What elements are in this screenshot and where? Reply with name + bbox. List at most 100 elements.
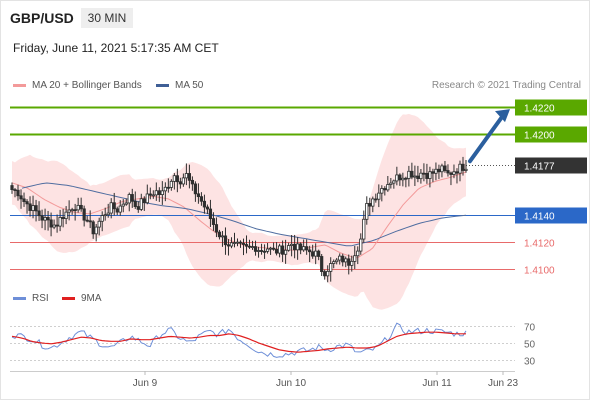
candle-body: [163, 186, 167, 192]
copyright: Research © 2021 Trading Central: [431, 80, 581, 91]
candle-body: [461, 163, 465, 171]
candle-body: [332, 261, 336, 264]
candle-body: [205, 206, 210, 210]
candle-body: [52, 224, 56, 228]
candle: [166, 178, 170, 193]
candle: [106, 203, 110, 218]
candle: [314, 243, 318, 265]
candle: [271, 242, 276, 251]
candle: [326, 265, 330, 283]
candle-body: [353, 255, 357, 262]
candle: [320, 253, 324, 277]
candle: [434, 162, 438, 181]
candle: [43, 208, 47, 231]
candle: [247, 239, 252, 249]
candle-body: [22, 198, 26, 202]
candle: [455, 168, 459, 184]
candle-body: [202, 200, 207, 208]
candle-body: [380, 188, 384, 194]
candle: [329, 257, 333, 282]
candle-body: [40, 215, 44, 221]
level-box-resistance: [515, 99, 587, 116]
candle: [229, 237, 234, 249]
candle: [136, 201, 140, 213]
candle: [311, 244, 315, 259]
rsi-ma-line: [11, 331, 466, 353]
candle-body: [335, 259, 339, 263]
candle: [350, 255, 354, 272]
candle-body: [464, 168, 468, 171]
candle-body: [274, 248, 279, 254]
candle-body: [271, 247, 276, 250]
candle-body: [49, 219, 53, 228]
candle-body: [199, 196, 204, 202]
candle-body: [142, 198, 146, 204]
candle-body: [178, 181, 182, 185]
rsi-line: [11, 322, 467, 358]
candle-body: [112, 202, 116, 210]
legend-ma50: MA 50: [156, 80, 203, 91]
candle: [362, 210, 366, 243]
legend-ma20: MA 20 + Bollinger Bands: [13, 80, 142, 91]
candle-body: [226, 244, 231, 247]
candle-body: [299, 243, 303, 251]
candle-body: [10, 185, 14, 191]
candle: [37, 201, 41, 221]
candle-body: [317, 250, 321, 257]
candle: [169, 179, 173, 191]
candle-body: [127, 194, 131, 204]
x-tick-label: Jun 9: [133, 378, 158, 389]
timeframe-badge[interactable]: 30 MIN: [81, 8, 133, 28]
candle-body: [422, 172, 426, 175]
candle-body: [356, 250, 360, 257]
candle-body: [383, 188, 387, 191]
candle: [232, 232, 237, 248]
candle-body: [392, 180, 396, 184]
candle-body: [365, 203, 369, 220]
candle: [392, 179, 396, 189]
ma20-legend-label: MA 20 + Bollinger Bands: [32, 80, 142, 91]
candle-body: [43, 217, 47, 221]
candle: [284, 239, 288, 264]
candle-body: [148, 193, 152, 196]
candle: [76, 197, 80, 213]
candle: [187, 164, 191, 189]
candle: [296, 237, 300, 260]
rsi-tick-label: 50: [524, 340, 536, 351]
candle-body: [302, 246, 306, 251]
candle: [317, 249, 321, 261]
ma50-swatch: [156, 84, 169, 87]
candle-body: [97, 220, 101, 228]
candle: [458, 160, 462, 182]
candle: [16, 184, 20, 201]
candle: [290, 235, 294, 257]
candle: [293, 234, 297, 259]
candle-body: [220, 235, 225, 238]
candle: [413, 165, 417, 186]
candle: [244, 235, 249, 254]
candle: [383, 186, 387, 196]
candle-body: [169, 180, 173, 188]
x-tick-label: Jun 23: [488, 378, 518, 389]
candle-body: [100, 215, 104, 222]
candle-body: [16, 189, 20, 197]
instrument-symbol[interactable]: GBP/USD: [10, 10, 74, 26]
candle-body: [344, 258, 348, 263]
candle: [70, 207, 74, 215]
candle-body: [58, 217, 62, 227]
candle: [109, 198, 113, 219]
candle: [184, 163, 188, 186]
candle: [13, 187, 17, 198]
candle-body: [103, 214, 107, 217]
candle: [302, 239, 306, 252]
candle: [217, 229, 222, 240]
candle-body: [347, 258, 351, 266]
candle: [73, 203, 77, 221]
candle-body: [121, 203, 125, 207]
candle-body: [268, 247, 273, 250]
candle: [368, 197, 372, 216]
candle: [10, 182, 14, 194]
candle: [103, 207, 107, 221]
candle: [220, 230, 225, 247]
candle-body: [265, 248, 270, 252]
